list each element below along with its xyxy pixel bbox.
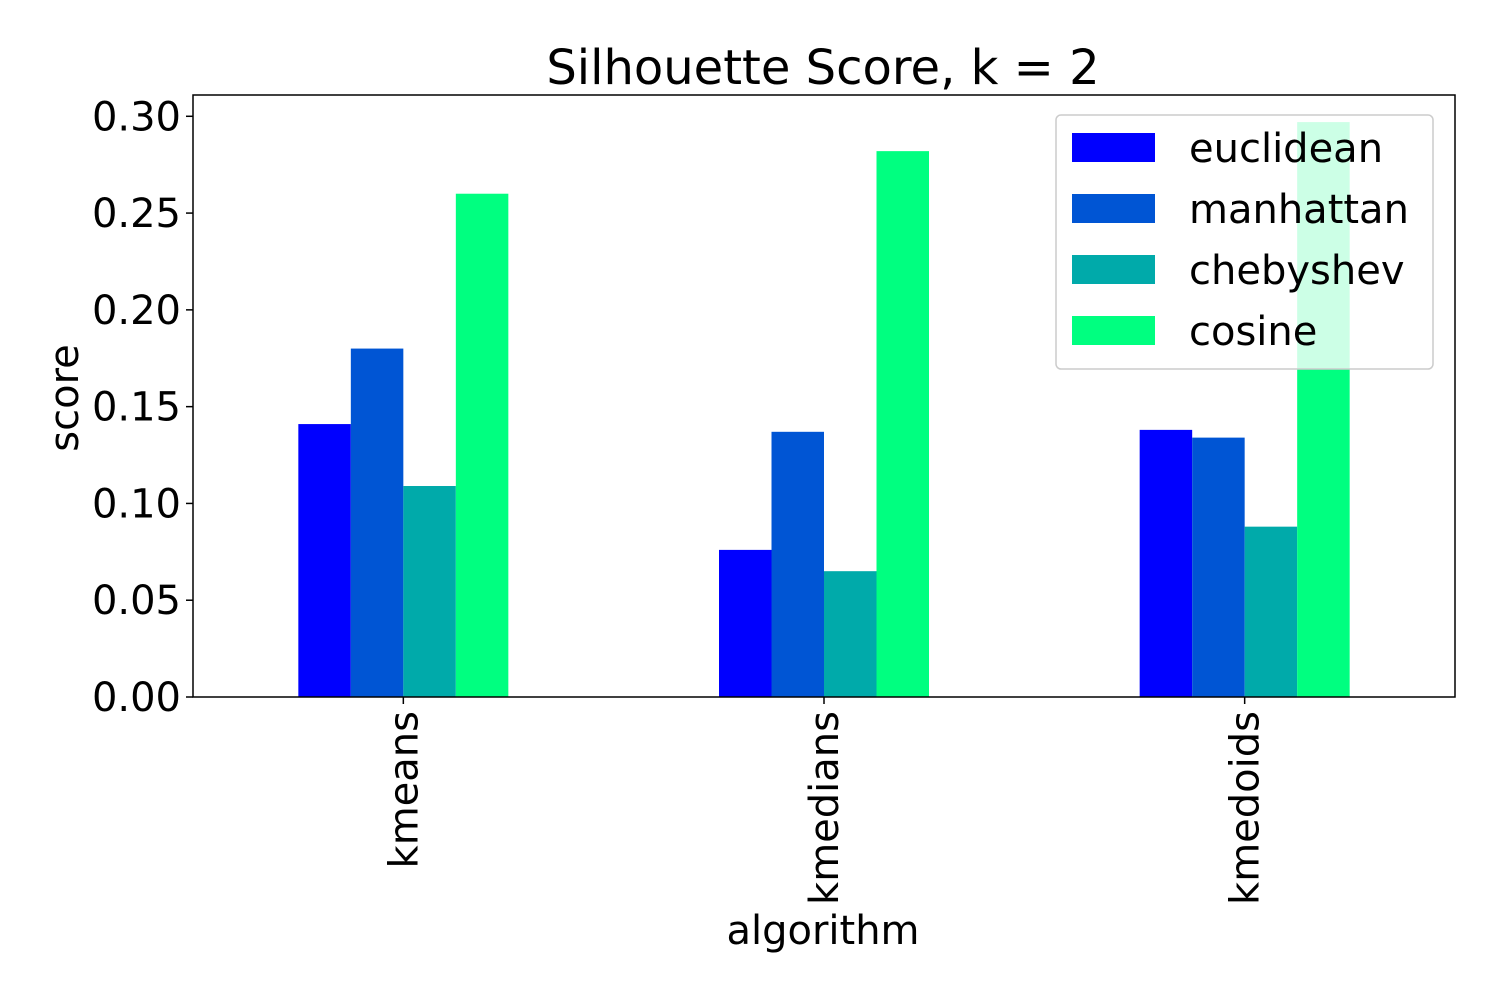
y-tick-label: 0.25: [92, 191, 181, 237]
bar-cosine-kmedians: [876, 151, 929, 697]
bar-euclidean-kmedians: [719, 549, 772, 697]
bars-group: [298, 122, 1350, 698]
y-axis: 0.00 0.05 0.10 0.15 0.20 0.25 0.30: [92, 94, 193, 721]
legend-swatch-euclidean: [1072, 133, 1155, 162]
legend-label-euclidean: euclidean: [1189, 126, 1383, 172]
x-axis: kmeans kmedians kmedoids: [381, 697, 1269, 905]
y-axis-label: score: [42, 344, 88, 451]
y-tick-label: 0.05: [92, 578, 181, 624]
chart-title: Silhouette Score, k = 2: [546, 40, 1099, 96]
x-tick-label: kmedoids: [1223, 711, 1269, 905]
bar-euclidean-kmedoids: [1139, 429, 1193, 697]
bar-manhattan-kmedians: [771, 431, 824, 697]
bar-chebyshev-kmeans: [403, 486, 456, 697]
legend-label-cosine: cosine: [1189, 309, 1317, 355]
y-tick-label: 0.20: [92, 288, 181, 334]
x-axis-label: algorithm: [726, 908, 919, 954]
legend-label-manhattan: manhattan: [1189, 187, 1409, 233]
legend-swatch-chebyshev: [1072, 255, 1155, 284]
bar-chebyshev-kmedians: [824, 571, 877, 697]
y-tick-label: 0.30: [92, 94, 181, 140]
y-tick-label: 0.00: [92, 675, 181, 721]
y-tick-label: 0.10: [92, 481, 181, 527]
bar-chebyshev-kmedoids: [1244, 526, 1298, 697]
legend: euclidean manhattan chebyshev cosine: [1055, 114, 1434, 370]
bar-manhattan-kmeans: [350, 348, 404, 697]
bar-manhattan-kmedoids: [1192, 437, 1245, 697]
legend-swatch-cosine: [1072, 316, 1155, 345]
x-tick-label: kmedians: [802, 711, 848, 905]
legend-label-chebyshev: chebyshev: [1189, 248, 1405, 294]
legend-swatch-manhattan: [1072, 194, 1155, 223]
bar-cosine-kmeans: [455, 193, 509, 697]
x-tick-label: kmeans: [381, 711, 427, 868]
bar-euclidean-kmeans: [298, 424, 351, 697]
legend-frame: [1055, 114, 1434, 370]
y-tick-label: 0.15: [92, 385, 181, 431]
